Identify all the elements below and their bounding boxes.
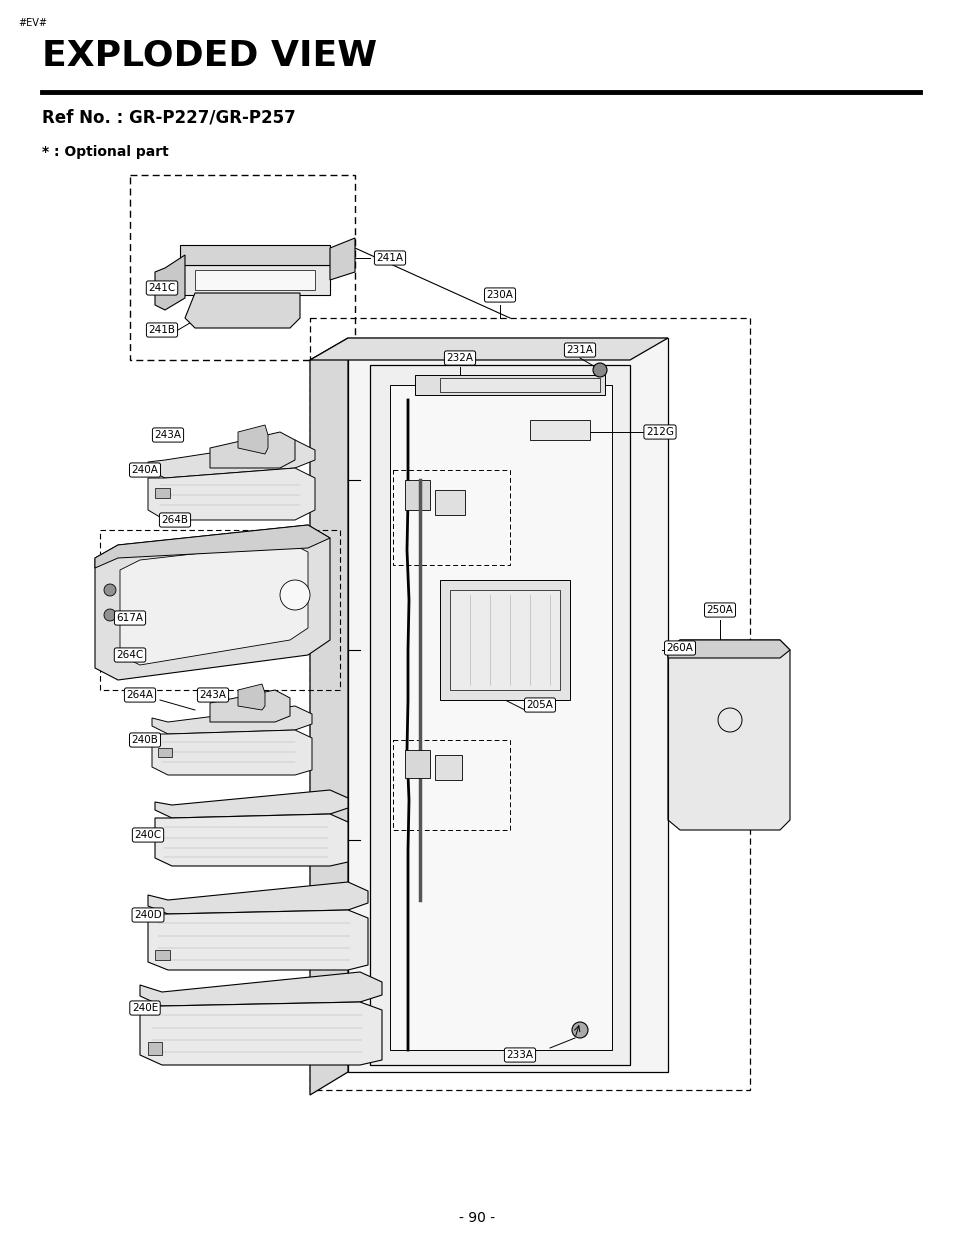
Polygon shape	[405, 480, 430, 510]
Circle shape	[104, 609, 116, 622]
Circle shape	[104, 584, 116, 595]
Polygon shape	[154, 814, 348, 866]
Polygon shape	[667, 640, 789, 830]
Text: 241A: 241A	[376, 254, 403, 264]
Text: 240C: 240C	[134, 830, 161, 840]
Polygon shape	[152, 730, 312, 774]
Text: - 90 -: - 90 -	[458, 1211, 495, 1226]
Text: 240B: 240B	[132, 735, 158, 745]
Polygon shape	[415, 375, 604, 395]
Polygon shape	[152, 706, 312, 735]
Polygon shape	[439, 580, 569, 700]
Text: 241B: 241B	[149, 324, 175, 336]
Text: 264C: 264C	[116, 650, 144, 660]
Polygon shape	[148, 910, 368, 970]
Polygon shape	[439, 378, 599, 392]
Text: 233A: 233A	[506, 1050, 533, 1060]
Polygon shape	[667, 640, 789, 658]
Polygon shape	[140, 972, 381, 1006]
Polygon shape	[95, 525, 330, 680]
Text: 232A: 232A	[446, 353, 473, 363]
Polygon shape	[530, 420, 589, 440]
Polygon shape	[148, 883, 368, 914]
Polygon shape	[348, 338, 667, 1071]
Polygon shape	[237, 425, 268, 454]
Polygon shape	[310, 338, 348, 1095]
Polygon shape	[154, 950, 170, 960]
Polygon shape	[390, 385, 612, 1050]
Text: 230A: 230A	[486, 290, 513, 300]
Polygon shape	[237, 684, 265, 710]
Polygon shape	[180, 245, 330, 265]
Text: 264A: 264A	[127, 690, 153, 700]
Polygon shape	[450, 590, 559, 690]
Polygon shape	[148, 469, 314, 520]
Circle shape	[280, 580, 310, 610]
Polygon shape	[95, 525, 330, 568]
Circle shape	[572, 1022, 587, 1038]
Text: 243A: 243A	[154, 430, 181, 440]
Circle shape	[593, 363, 606, 377]
Text: 241C: 241C	[149, 283, 175, 293]
Polygon shape	[435, 490, 464, 515]
Text: 250A: 250A	[706, 605, 733, 615]
Polygon shape	[154, 791, 348, 818]
Polygon shape	[185, 293, 299, 328]
Polygon shape	[194, 270, 314, 290]
Polygon shape	[330, 237, 355, 280]
Polygon shape	[180, 265, 330, 295]
Text: 240D: 240D	[134, 910, 162, 920]
Text: 264B: 264B	[161, 515, 189, 525]
Text: 617A: 617A	[116, 613, 143, 623]
Polygon shape	[148, 440, 314, 479]
Polygon shape	[158, 748, 172, 757]
Text: 231A: 231A	[566, 346, 593, 355]
Text: EXPLODED VIEW: EXPLODED VIEW	[42, 39, 376, 72]
Polygon shape	[210, 433, 294, 469]
Text: 243A: 243A	[199, 690, 226, 700]
Text: #EV#: #EV#	[18, 17, 47, 29]
Polygon shape	[140, 1002, 381, 1065]
Polygon shape	[154, 488, 170, 498]
Polygon shape	[210, 690, 290, 722]
Text: 212G: 212G	[645, 428, 673, 438]
Text: * : Optional part: * : Optional part	[42, 145, 169, 159]
Text: 240E: 240E	[132, 1003, 158, 1013]
Polygon shape	[370, 365, 629, 1065]
Polygon shape	[148, 1042, 162, 1055]
Text: 240A: 240A	[132, 465, 158, 475]
Polygon shape	[405, 750, 430, 778]
Text: 260A: 260A	[666, 643, 693, 653]
Text: 205A: 205A	[526, 700, 553, 710]
Polygon shape	[120, 543, 308, 665]
Polygon shape	[435, 755, 461, 781]
Polygon shape	[154, 255, 185, 310]
Text: Ref No. : GR-P227/GR-P257: Ref No. : GR-P227/GR-P257	[42, 108, 295, 126]
Polygon shape	[310, 338, 667, 360]
